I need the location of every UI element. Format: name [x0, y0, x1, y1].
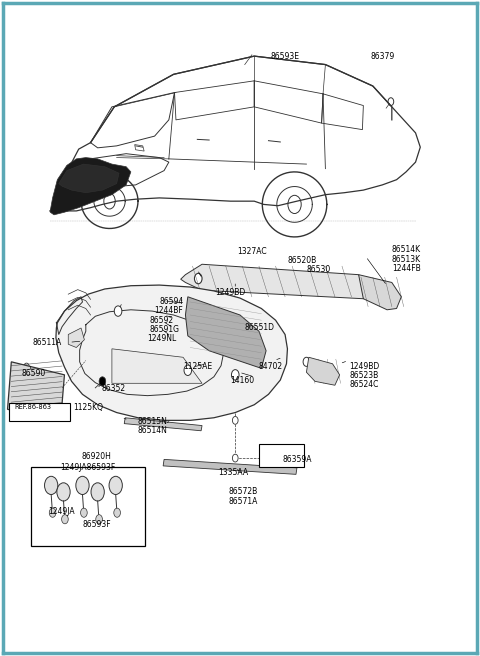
Text: 1249BD: 1249BD: [216, 288, 246, 297]
Text: 1244FB: 1244FB: [392, 264, 420, 273]
Text: 86514K: 86514K: [392, 245, 421, 255]
Polygon shape: [68, 328, 84, 348]
FancyBboxPatch shape: [9, 403, 70, 421]
Circle shape: [114, 508, 120, 518]
Text: 1244BF: 1244BF: [155, 306, 183, 315]
Text: 86524C: 86524C: [349, 380, 379, 389]
Polygon shape: [50, 157, 131, 215]
Circle shape: [96, 515, 102, 523]
Text: 86920H: 86920H: [81, 452, 111, 461]
Circle shape: [303, 358, 310, 367]
Text: 86571A: 86571A: [228, 497, 257, 506]
Polygon shape: [135, 144, 144, 151]
Polygon shape: [185, 297, 266, 368]
Text: 86359A: 86359A: [283, 455, 312, 464]
Text: 86593F: 86593F: [83, 520, 111, 529]
Text: 86551D: 86551D: [245, 323, 275, 333]
Text: 86379: 86379: [371, 52, 395, 60]
Text: 86590: 86590: [22, 369, 46, 378]
Polygon shape: [56, 285, 288, 420]
Circle shape: [114, 306, 122, 316]
Text: 1327AC: 1327AC: [238, 247, 267, 256]
Circle shape: [288, 195, 301, 213]
Polygon shape: [8, 362, 64, 420]
Text: 86514N: 86514N: [138, 426, 168, 436]
Polygon shape: [59, 164, 119, 193]
Polygon shape: [112, 349, 202, 383]
Circle shape: [24, 363, 29, 371]
Text: 1335AA: 1335AA: [219, 468, 249, 477]
Ellipse shape: [21, 382, 30, 390]
Circle shape: [61, 515, 68, 523]
Circle shape: [104, 194, 115, 209]
Polygon shape: [359, 275, 401, 310]
Text: 1249NL: 1249NL: [147, 334, 177, 343]
Text: 1125AE: 1125AE: [183, 362, 212, 371]
Circle shape: [76, 476, 89, 495]
Text: 86511A: 86511A: [33, 338, 62, 347]
FancyBboxPatch shape: [31, 466, 145, 546]
Text: 86591G: 86591G: [150, 325, 180, 334]
Text: 84702: 84702: [258, 362, 282, 371]
Text: 1125KQ: 1125KQ: [73, 403, 103, 412]
FancyBboxPatch shape: [259, 443, 304, 466]
Text: 86530: 86530: [306, 265, 331, 274]
Circle shape: [99, 377, 106, 386]
Circle shape: [91, 483, 104, 501]
Circle shape: [388, 98, 394, 106]
Polygon shape: [306, 358, 340, 385]
Text: 1249JA86593F: 1249JA86593F: [60, 463, 115, 472]
Circle shape: [184, 365, 192, 375]
Text: 86523B: 86523B: [349, 371, 378, 380]
Text: 1249BD: 1249BD: [349, 362, 379, 371]
Polygon shape: [163, 459, 297, 474]
Text: 86520B: 86520B: [288, 256, 317, 265]
Polygon shape: [124, 418, 202, 431]
Circle shape: [81, 508, 87, 518]
Circle shape: [45, 476, 58, 495]
Text: 86594: 86594: [159, 297, 183, 306]
Circle shape: [194, 274, 202, 284]
Polygon shape: [180, 264, 367, 298]
Text: 86515N: 86515N: [138, 417, 168, 426]
Text: 86593E: 86593E: [271, 52, 300, 60]
Circle shape: [232, 454, 238, 462]
Text: 86572B: 86572B: [228, 487, 257, 497]
Text: 86592: 86592: [150, 316, 174, 325]
Circle shape: [109, 476, 122, 495]
Circle shape: [49, 508, 56, 518]
Text: 86513K: 86513K: [392, 255, 421, 264]
Circle shape: [57, 483, 70, 501]
Circle shape: [232, 417, 238, 424]
Circle shape: [231, 369, 239, 380]
Text: 14160: 14160: [230, 375, 254, 384]
Text: REF.86-863: REF.86-863: [14, 403, 52, 410]
Text: 1249JA: 1249JA: [48, 507, 74, 516]
Text: 86352: 86352: [101, 384, 126, 393]
